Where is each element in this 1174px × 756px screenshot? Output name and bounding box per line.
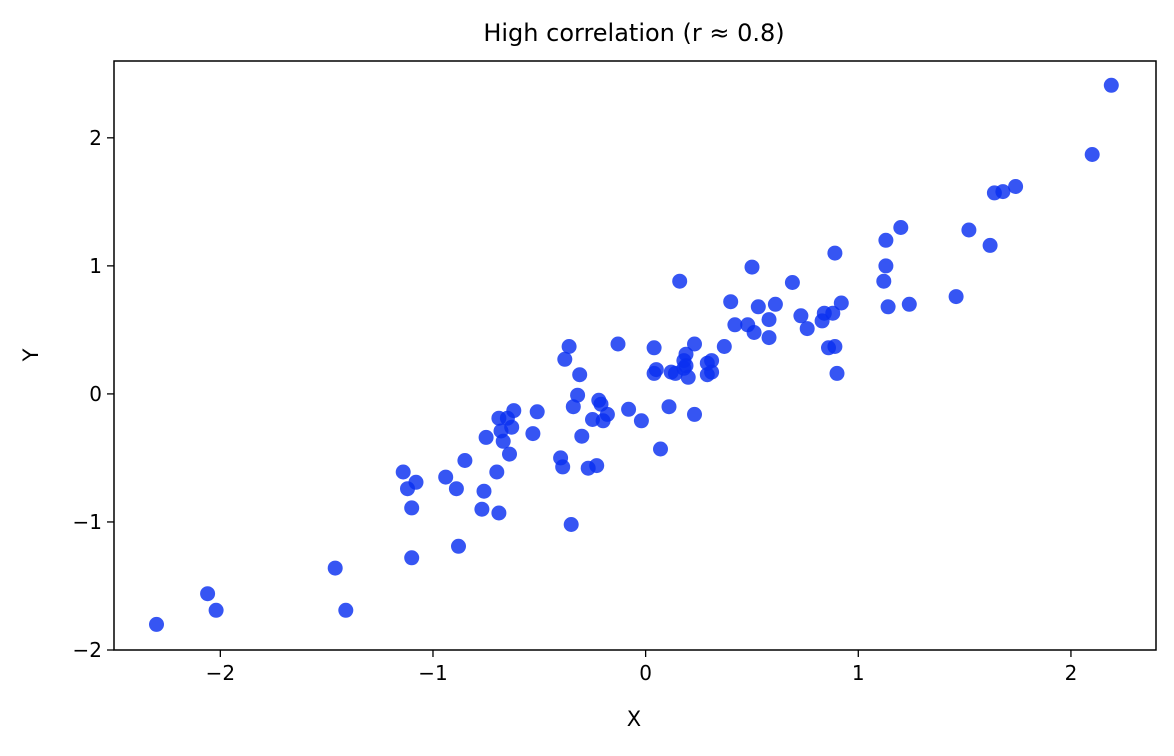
- data-point: [572, 367, 588, 383]
- data-point: [876, 273, 892, 289]
- data-point: [687, 336, 702, 352]
- data-point: [961, 222, 977, 238]
- data-point: [723, 294, 739, 310]
- data-point: [761, 312, 777, 328]
- data-point: [661, 399, 677, 415]
- data-point: [995, 184, 1011, 200]
- y-axis-label: Y: [19, 348, 43, 362]
- x-tick-label: −1: [418, 661, 447, 685]
- data-point: [589, 458, 605, 474]
- data-point: [200, 586, 216, 602]
- data-point: [506, 403, 522, 419]
- data-point: [1084, 147, 1100, 162]
- data-point: [653, 441, 668, 457]
- data-point: [408, 474, 424, 490]
- data-point: [1103, 77, 1119, 93]
- plot-frame: [113, 60, 1157, 651]
- data-point: [610, 336, 626, 352]
- data-point: [504, 419, 520, 435]
- data-point: [827, 245, 843, 261]
- data-point: [574, 428, 590, 444]
- data-point: [727, 317, 743, 333]
- data-point: [338, 602, 354, 618]
- data-point: [489, 464, 505, 480]
- points-layer: [149, 77, 1119, 632]
- data-point: [495, 433, 511, 449]
- data-point: [557, 351, 573, 367]
- data-point: [474, 501, 490, 517]
- data-point: [646, 340, 662, 356]
- data-point: [525, 426, 541, 442]
- data-point: [327, 560, 343, 576]
- data-point: [827, 339, 843, 354]
- data-point: [680, 369, 696, 385]
- data-point: [704, 364, 720, 380]
- data-point: [491, 505, 507, 521]
- x-tick-label: 0: [639, 661, 652, 685]
- data-point: [648, 362, 664, 378]
- data-point: [599, 406, 615, 422]
- data-point: [901, 296, 917, 312]
- data-point: [678, 358, 694, 374]
- data-point: [678, 346, 694, 362]
- data-point: [716, 339, 732, 354]
- y-tick-label: 1: [89, 254, 102, 278]
- y-tick-label: −1: [73, 510, 102, 534]
- data-point: [893, 220, 909, 235]
- data-point: [561, 339, 577, 354]
- y-tick-label: 0: [89, 382, 102, 406]
- data-point: [704, 353, 720, 369]
- y-tick-label: −2: [73, 638, 102, 662]
- data-point: [687, 406, 702, 422]
- data-point: [633, 413, 649, 429]
- data-point: [825, 305, 841, 321]
- y-tick-label: 2: [89, 126, 102, 150]
- data-point: [529, 404, 545, 420]
- data-point: [149, 616, 164, 632]
- data-point: [438, 469, 454, 485]
- data-point: [750, 299, 766, 315]
- data-point: [478, 429, 494, 445]
- data-point: [395, 464, 411, 480]
- data-point: [563, 517, 579, 532]
- data-point: [208, 602, 224, 618]
- data-point: [744, 259, 760, 275]
- data-point: [793, 308, 809, 324]
- data-point: [761, 330, 777, 346]
- data-point: [555, 459, 571, 475]
- data-point: [878, 232, 894, 248]
- data-point: [1008, 179, 1024, 194]
- x-tick-label: 1: [852, 661, 865, 685]
- chart-title: High correlation (r ≈ 0.8): [483, 19, 784, 47]
- x-axis-label: X: [627, 707, 641, 731]
- data-point: [621, 401, 637, 417]
- x-tick-label: −2: [206, 661, 235, 685]
- data-point: [880, 299, 896, 315]
- x-axis: −2 −1 0 1 2: [206, 650, 1078, 685]
- data-point: [565, 399, 581, 415]
- x-tick-label: 2: [1065, 661, 1078, 685]
- data-point: [799, 321, 815, 337]
- data-point: [833, 295, 849, 311]
- data-point: [982, 237, 998, 253]
- data-point: [448, 481, 464, 497]
- data-point: [404, 500, 420, 516]
- data-point: [948, 289, 964, 305]
- data-point: [672, 273, 688, 289]
- data-point: [476, 483, 492, 499]
- data-point: [451, 538, 466, 554]
- data-point: [784, 275, 800, 290]
- data-point: [502, 446, 517, 462]
- data-point: [829, 365, 845, 381]
- data-point: [746, 325, 762, 340]
- data-point: [404, 550, 420, 566]
- data-point: [457, 453, 473, 468]
- y-axis: −2 −1 0 1 2: [73, 126, 114, 662]
- data-point: [570, 387, 586, 403]
- data-point: [767, 296, 783, 312]
- data-point: [878, 258, 894, 274]
